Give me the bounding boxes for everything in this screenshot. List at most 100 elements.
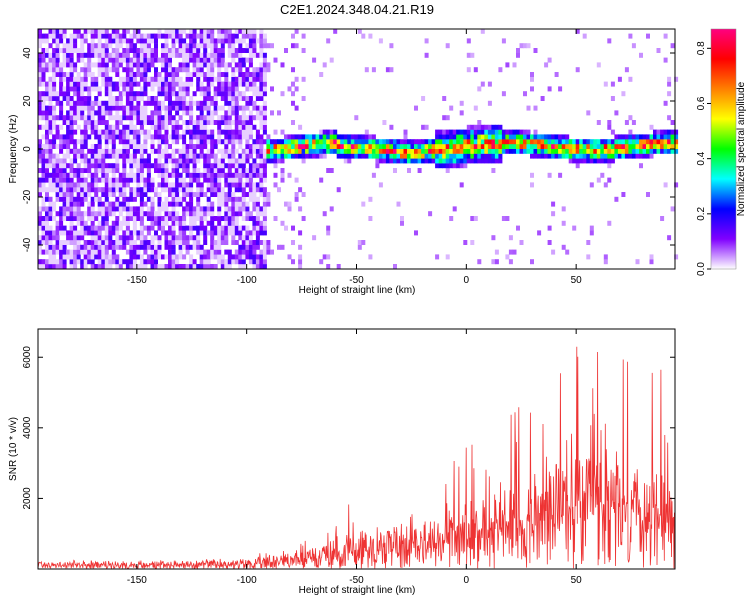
heatmap-cell: [456, 139, 461, 145]
heatmap-cell: [231, 100, 236, 106]
heatmap-cell: [189, 134, 194, 140]
heatmap-cell: [252, 148, 257, 154]
heatmap-cell: [157, 192, 162, 197]
heatmap-cell: [97, 177, 102, 183]
heatmap-cell: [118, 211, 123, 217]
heatmap-cell: [480, 144, 485, 149]
heatmap-cell: [62, 76, 67, 82]
heatmap-cell: [382, 120, 387, 125]
heatmap-cell: [234, 28, 239, 34]
snr-x-tick-label: 50: [571, 575, 583, 586]
heatmap-cell: [41, 105, 46, 111]
heatmap-cell: [361, 201, 366, 207]
heatmap-cell: [649, 153, 654, 159]
heatmap-cell: [111, 67, 116, 73]
heatmap-cell: [161, 153, 165, 159]
heatmap-cell: [241, 124, 246, 130]
heatmap-cell: [115, 96, 120, 101]
heatmap-cell: [118, 220, 123, 226]
heatmap-cell: [224, 201, 229, 207]
heatmap-cell: [248, 196, 253, 202]
heatmap-cell: [442, 134, 447, 140]
heatmap-cell: [610, 153, 615, 159]
heatmap-cell: [115, 43, 120, 49]
heatmap-cell: [164, 120, 169, 125]
heatmap-cell: [90, 240, 95, 245]
heatmap-cell: [203, 172, 208, 178]
heatmap-cell: [203, 100, 208, 106]
heatmap-cell: [617, 76, 622, 82]
heatmap-cell: [227, 249, 232, 255]
heatmap-cell: [157, 86, 162, 92]
heatmap-cell: [171, 206, 176, 212]
heatmap-cell: [403, 148, 408, 154]
heatmap-cell: [104, 110, 109, 116]
heatmap-cell: [97, 110, 102, 116]
heatmap-cell: [582, 144, 587, 149]
heatmap-cell: [59, 230, 64, 236]
heatmap-cell: [617, 144, 622, 149]
heatmap-cell: [76, 100, 81, 106]
heatmap-cell: [326, 264, 331, 269]
heatmap-cell: [428, 144, 433, 149]
heatmap-cell: [175, 196, 180, 202]
heatmap-cell: [132, 259, 137, 265]
heatmap-cell: [161, 177, 165, 183]
heatmap-cell: [146, 129, 151, 135]
heatmap-cell: [104, 57, 109, 63]
heatmap-cell: [182, 240, 187, 245]
heatmap-cell: [189, 144, 194, 149]
heatmap-cell: [59, 177, 64, 183]
heatmap-cell: [494, 259, 499, 265]
heatmap-cell: [73, 187, 78, 193]
heatmap-cell: [466, 134, 471, 140]
heatmap-cell: [280, 62, 285, 68]
heatmap-cell: [424, 38, 429, 44]
heatmap-cell: [210, 28, 215, 34]
heatmap-cell: [220, 91, 225, 97]
heatmap-cell: [238, 57, 243, 63]
heatmap-cell: [596, 148, 601, 154]
heatmap-cell: [55, 177, 60, 183]
heatmap-cell: [589, 225, 594, 231]
heatmap-cell: [55, 124, 60, 130]
heatmap-cell: [220, 72, 225, 77]
heatmap-cell: [52, 206, 57, 212]
heatmap-cell: [48, 254, 53, 260]
heatmap-cell: [206, 72, 211, 77]
heatmap-cell: [73, 206, 78, 212]
heatmap-cell: [41, 235, 46, 241]
heatmap-cell: [101, 148, 106, 154]
heatmap-cell: [217, 148, 222, 154]
heatmap-cell: [171, 220, 176, 226]
heatmap-cell: [319, 153, 324, 159]
heatmap-cell: [80, 91, 85, 97]
heatmap-cell: [245, 76, 250, 82]
heatmap-cell: [45, 259, 49, 265]
heatmap-cell: [245, 254, 250, 260]
heatmap-cell: [45, 129, 49, 135]
heatmap-cell: [516, 148, 520, 154]
heatmap-cell: [533, 105, 538, 111]
heatmap-cell: [224, 259, 229, 265]
heatmap-cell: [614, 139, 619, 145]
heatmap-cell: [55, 259, 60, 265]
heatmap-cell: [66, 38, 71, 44]
heatmap-cell: [178, 76, 183, 82]
heatmap-cell: [477, 153, 482, 159]
heatmap-cell: [199, 172, 204, 178]
heatmap-cell: [171, 192, 176, 197]
heatmap-cell: [59, 48, 64, 53]
heatmap-cell: [45, 96, 49, 101]
heatmap-cell: [224, 62, 229, 68]
heatmap-cell: [463, 129, 468, 135]
heatmap-cell: [146, 48, 151, 53]
heatmap-cell: [157, 129, 162, 135]
heatmap-cell: [624, 134, 629, 140]
heatmap-cell: [132, 129, 137, 135]
heatmap-cell: [364, 129, 369, 135]
heatmap-cell: [80, 153, 85, 159]
heatmap-cell: [189, 206, 194, 212]
heatmap-cell: [217, 240, 222, 245]
heatmap-cell: [210, 62, 215, 68]
